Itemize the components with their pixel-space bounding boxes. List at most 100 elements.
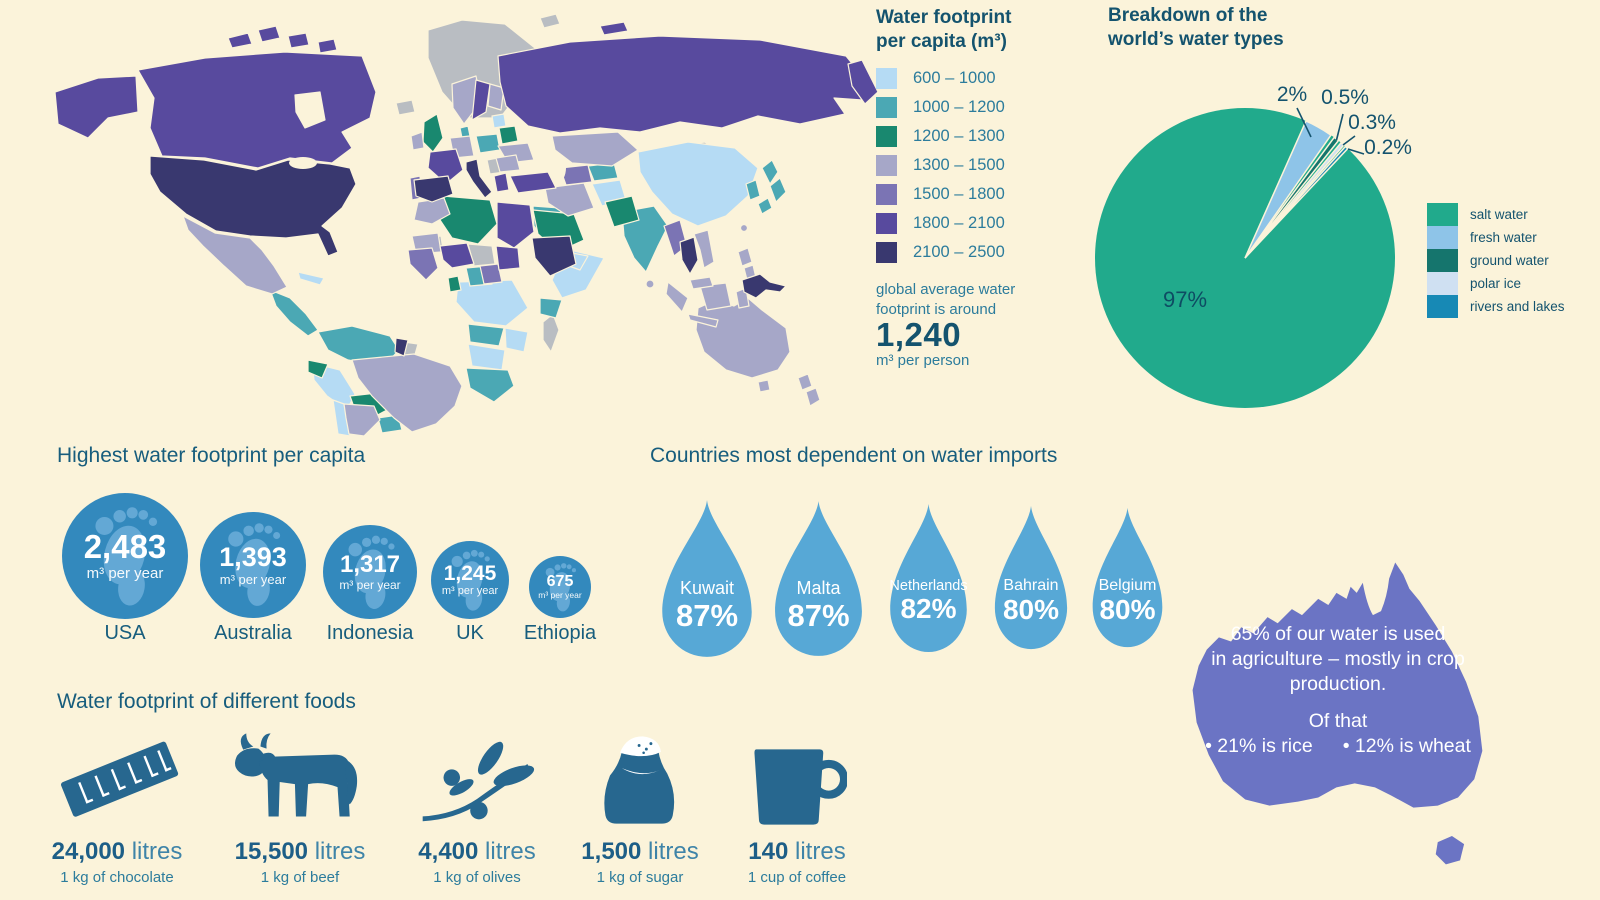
- legend-swatch-icon: [1427, 272, 1458, 295]
- map-country-south-korea: [745, 179, 761, 201]
- drop-percent: 80%: [1002, 594, 1060, 626]
- map-country-australia: [695, 297, 791, 379]
- footprint-value: 1,393: [219, 542, 287, 573]
- food-icon-wrap: [707, 712, 887, 830]
- drop-country: Netherlands: [889, 577, 968, 594]
- callout-line-ground: [1335, 113, 1344, 141]
- map-country-mexico: [182, 215, 288, 295]
- map-country-italy: [465, 158, 493, 199]
- map-region-congo-basin: [455, 279, 529, 327]
- world-choropleth-map: [54, 13, 879, 437]
- water-drop-malta: Malta 87%: [768, 498, 869, 658]
- map-region-namibia-botswana: [467, 343, 506, 371]
- great-lakes: [289, 157, 317, 169]
- legend-range-label: 600 – 1000: [913, 69, 996, 87]
- map-country-cameroon: [479, 263, 503, 285]
- pie-legend-row: fresh water: [1427, 226, 1565, 249]
- map-country-france: [427, 148, 464, 185]
- map-country-ghana: [447, 275, 462, 293]
- pie-title-line2: world’s water types: [1108, 29, 1284, 50]
- food-item-coffee: 140 litres 1 cup of coffee: [707, 712, 887, 886]
- food-value: 140: [748, 838, 789, 865]
- pie-legend-label: fresh water: [1470, 230, 1537, 245]
- food-caption: 1 kg of chocolate: [60, 869, 174, 886]
- food-item-chocolate: 24,000 litres 1 kg of chocolate: [27, 712, 207, 886]
- legend-range-label: 1200 – 1300: [913, 127, 1005, 145]
- map-country-finland: [487, 83, 505, 111]
- callout-line-polar: [1342, 135, 1356, 146]
- footprints-heading: Highest water footprint per capita: [57, 444, 366, 467]
- global-average-note: global average water footprint is around: [876, 280, 1015, 320]
- drop-country: Kuwait: [679, 578, 735, 598]
- footprint-country-label: Indonesia: [326, 622, 414, 644]
- pie-legend-row: polar ice: [1427, 272, 1565, 295]
- drop-text: Malta 87%: [768, 578, 869, 633]
- pie-legend: salt water fresh water ground water pola…: [1427, 203, 1565, 318]
- food-value-line: 1,500 litres: [550, 838, 730, 866]
- aus-bullet-rice: • 21% is rice: [1205, 735, 1313, 757]
- footprint-country-label: UK: [456, 622, 484, 644]
- footprint-circle-ethiopia: 675 m³ per year: [529, 556, 591, 618]
- map-country-papua-new-guinea: [741, 273, 787, 299]
- map-country-angola: [467, 323, 505, 347]
- map-region-franz-josef: [599, 21, 629, 36]
- footprint-text: 675 m³ per year: [529, 556, 591, 618]
- map-country-india: [621, 205, 669, 273]
- footprint-text: 1,393 m³ per year: [200, 512, 306, 618]
- aus-line1: 65% of our water is used: [1230, 623, 1446, 645]
- callout-line-fresh: [1296, 107, 1312, 138]
- callout-label-polar: 0.3%: [1348, 111, 1396, 134]
- map-country-brazil: [351, 353, 463, 433]
- legend-swatch-icon: [1427, 295, 1458, 318]
- map-country-canada: [137, 51, 377, 169]
- map-legend-row: 1300 – 1500: [876, 155, 1005, 176]
- map-legend-title-line2: per capita (m³): [876, 31, 1007, 52]
- australia-fact-text: 65% of our water is used in agriculture …: [1173, 622, 1503, 759]
- drop-percent: 87%: [787, 597, 850, 633]
- map-country-tanzania: [539, 297, 563, 319]
- map-country-thailand: [679, 236, 699, 275]
- aus-bullets: • 21% is rice • 12% is wheat: [1173, 734, 1503, 759]
- legend-swatch-icon: [876, 184, 897, 205]
- pie-legend-label: ground water: [1470, 253, 1549, 268]
- map-water-bodies: [289, 91, 566, 182]
- map-country-kazakhstan: [551, 131, 639, 167]
- pie-legend-row: ground water: [1427, 249, 1565, 272]
- legend-swatch-icon: [876, 97, 897, 118]
- pie-legend-row: rivers and lakes: [1427, 295, 1565, 318]
- aus-bullet-wheat: • 12% is wheat: [1342, 735, 1471, 757]
- hudson-bay: [294, 91, 326, 129]
- map-region-baltics: [491, 113, 507, 129]
- map-country-chad: [495, 245, 521, 271]
- footprint-circle-australia: 1,393 m³ per year: [200, 512, 306, 618]
- food-value: 4,400: [418, 838, 479, 865]
- imports-heading: Countries most dependent on water import…: [650, 444, 1058, 467]
- map-country-uk: [422, 113, 444, 153]
- map-country-guyana: [394, 337, 409, 357]
- food-unit: litres: [648, 838, 699, 865]
- legend-swatch-icon: [876, 155, 897, 176]
- legend-swatch-icon: [876, 213, 897, 234]
- pie-title-line1: Breakdown of the: [1108, 5, 1268, 26]
- global-average-unit: m³ per person: [876, 352, 970, 369]
- pie-legend-row: salt water: [1427, 203, 1565, 226]
- food-caption: 1 cup of coffee: [747, 869, 847, 886]
- food-unit: litres: [485, 838, 536, 865]
- foods-heading: Water footprint of different foods: [57, 690, 356, 713]
- legend-swatch-icon: [876, 242, 897, 263]
- map-country-ecuador: [307, 359, 329, 379]
- aus-line3: production.: [1289, 673, 1387, 695]
- australia-outline: [1192, 562, 1483, 808]
- map-region-vietnam-laos: [693, 229, 715, 269]
- footprint-country-label: Australia: [214, 622, 292, 644]
- footprint-unit: m³ per year: [219, 571, 287, 587]
- food-item-beef: 15,500 litres 1 kg of beef: [210, 712, 390, 886]
- drop-percent: 87%: [675, 597, 739, 633]
- food-icon-wrap: [210, 712, 390, 830]
- map-country-libya: [496, 201, 535, 249]
- footprint-circle-uk: 1,245 m³ per year: [431, 541, 509, 619]
- australia-shape: [1192, 562, 1483, 865]
- map-country-algeria: [439, 195, 498, 245]
- pie-slice-rivers-lakes: [1244, 145, 1349, 259]
- map-country-turkmenistan: [559, 164, 593, 186]
